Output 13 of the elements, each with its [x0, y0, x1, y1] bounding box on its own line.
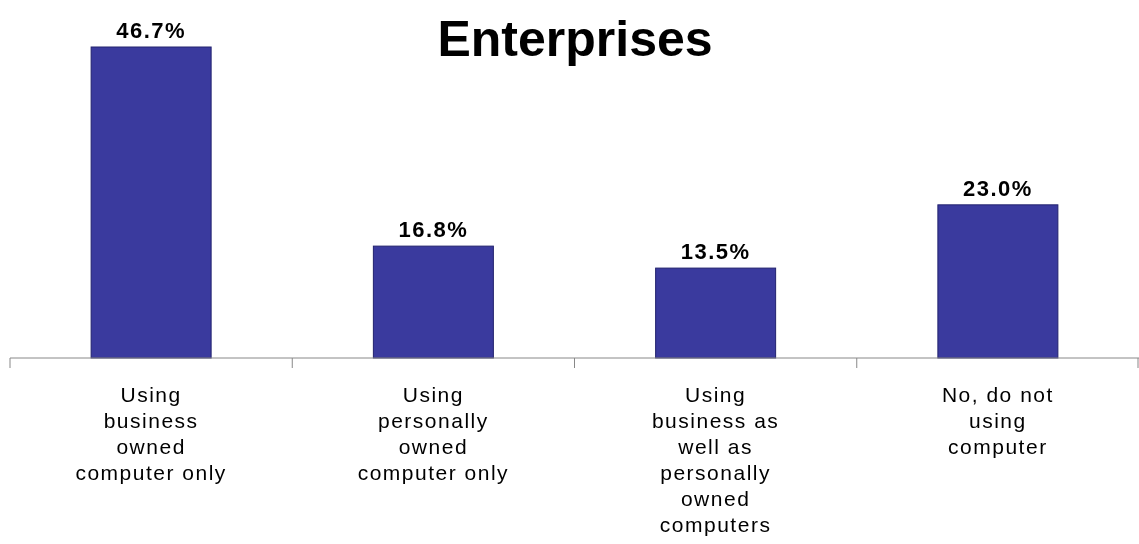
x-tick-label: Using business owned computer only	[75, 383, 227, 484]
data-label: 46.7%	[116, 18, 187, 43]
data-label: 23.0%	[962, 175, 1033, 201]
x-tick-label: Using business as well as personally owned computers	[651, 383, 780, 536]
bar	[937, 204, 1059, 359]
chart-title: Enterprises	[437, 11, 713, 67]
x-tick-label: No, do not using computer	[941, 383, 1054, 458]
data-label: 16.8%	[398, 217, 469, 243]
x-tick-label: Using personally owned computer only	[357, 383, 510, 484]
bar	[372, 245, 494, 359]
bar	[90, 46, 212, 359]
data-label: 13.5%	[680, 239, 751, 265]
bar	[655, 267, 777, 359]
